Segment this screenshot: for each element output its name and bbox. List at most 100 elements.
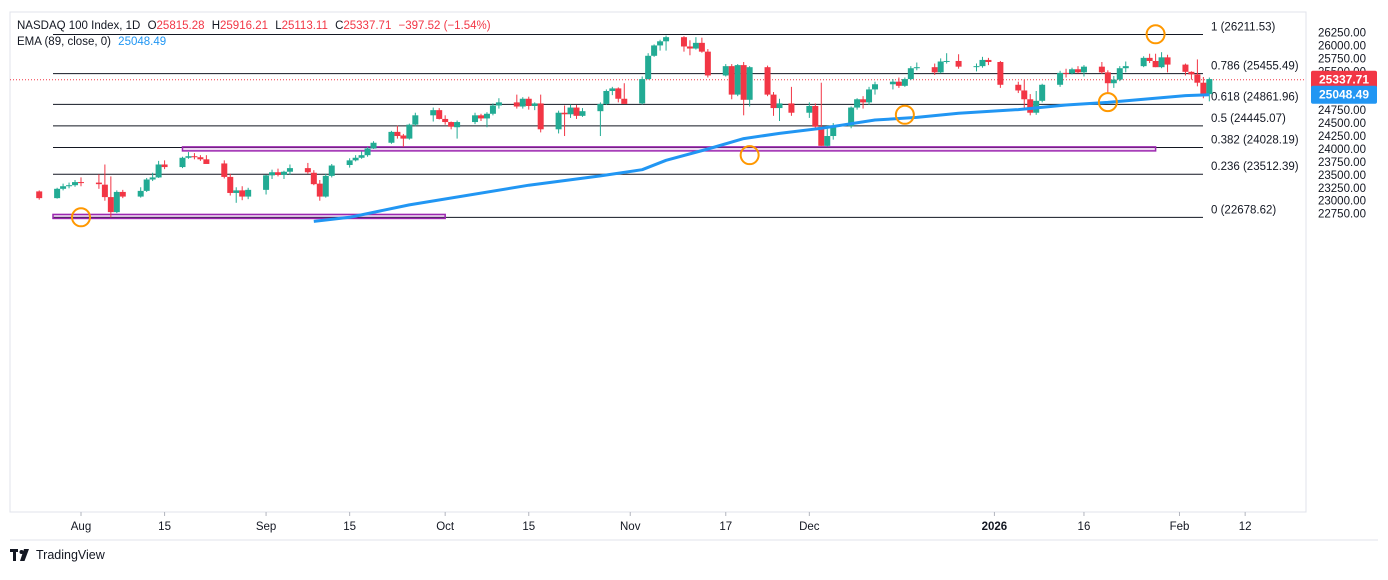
candle-body: [495, 102, 502, 106]
candle-body: [310, 172, 317, 185]
candle-body: [406, 124, 413, 139]
candle-body: [1194, 74, 1201, 83]
y-axis-tick-label: 23750.00: [1318, 157, 1366, 169]
x-axis-tick-label: 2026: [982, 521, 1008, 533]
candle-body: [931, 67, 938, 73]
change-value: −397.52 (−1.54%): [398, 20, 491, 32]
open-value: 25815.28: [156, 20, 205, 32]
candle-body: [1206, 79, 1213, 95]
candle-body: [60, 186, 67, 189]
candle-body: [1110, 79, 1117, 84]
candle-body: [519, 98, 526, 107]
y-axis-tick-label: 24250.00: [1318, 131, 1366, 143]
candle-body: [448, 122, 455, 127]
candle-body: [1146, 57, 1153, 61]
candle-body: [191, 156, 198, 158]
candle-body: [143, 179, 150, 191]
candle-body: [1063, 72, 1070, 74]
candle-body: [346, 160, 353, 166]
candle-body: [830, 126, 837, 137]
close-label: C: [335, 20, 344, 32]
candle-body: [913, 67, 920, 69]
x-axis-tick-label: 15: [158, 521, 171, 533]
candle-body: [812, 105, 819, 127]
ohlc-row: NASDAQ 100 Index, 1D O25815.28 H25916.21…: [17, 18, 495, 34]
highlight-circle: [894, 104, 915, 125]
candle-body: [788, 103, 795, 113]
candle-body: [1074, 69, 1081, 73]
candle-body: [573, 107, 580, 116]
candle-body: [895, 81, 902, 86]
low-value: 25113.11: [281, 20, 328, 32]
candle-body: [316, 183, 323, 197]
chart-legend: NASDAQ 100 Index, 1D O25815.28 H25916.21…: [17, 18, 495, 50]
close-value: 25337.71: [343, 20, 392, 32]
tradingview-logo[interactable]: TradingView: [10, 548, 105, 562]
candle-body: [412, 115, 419, 125]
candle-body: [1182, 64, 1189, 72]
x-axis-tick-label: Feb: [1170, 521, 1190, 533]
ema-row: EMA (89, close, 0) 25048.49: [17, 34, 495, 50]
candle-body: [1122, 66, 1129, 69]
candle-body: [872, 84, 879, 90]
candle-body: [1158, 57, 1165, 68]
candle-body: [364, 148, 371, 156]
candle-body: [657, 41, 664, 46]
x-axis-tick-label: Nov: [620, 521, 641, 533]
candle-body: [531, 103, 538, 106]
candle-body: [746, 67, 753, 100]
candle-body: [72, 182, 79, 186]
candle-body: [477, 115, 484, 119]
candle-body: [275, 172, 282, 175]
candle-body: [692, 42, 699, 49]
last-price-tag-box: [1311, 70, 1377, 89]
candle-body: [352, 157, 359, 161]
candle-body: [943, 60, 950, 62]
candle-body: [197, 157, 204, 160]
candle-body: [973, 66, 980, 68]
candle-body: [95, 182, 102, 185]
candle-body: [1152, 60, 1159, 68]
open-label: O: [147, 20, 157, 32]
candle-body: [1069, 69, 1076, 74]
y-axis-tick-label: 23250.00: [1318, 183, 1366, 195]
candle-body: [603, 90, 610, 104]
x-axis-tick-label: Sep: [256, 521, 276, 533]
candle-body: [269, 172, 276, 176]
candle-body: [567, 107, 574, 115]
candle-body: [370, 142, 377, 149]
candle-body: [1104, 72, 1111, 84]
highlight-circle: [71, 207, 91, 228]
high-label: H: [211, 20, 221, 32]
candle-body: [907, 68, 914, 80]
candle-body: [979, 59, 986, 67]
ema-label: EMA (89, close, 0): [17, 36, 111, 48]
candle-body: [280, 171, 287, 175]
candle-body: [1188, 71, 1195, 75]
symbol-title: NASDAQ 100 Index, 1D: [17, 20, 141, 32]
candle-body: [149, 177, 156, 180]
candle-body: [734, 65, 741, 95]
y-axis-tick-label: 25750.00: [1318, 53, 1366, 65]
fib-level-label: 1 (26211.53): [1211, 21, 1276, 33]
candle-body: [54, 188, 61, 199]
candle-body: [245, 189, 252, 197]
x-axis-tick-label: 17: [719, 521, 732, 533]
candle-body: [740, 65, 747, 100]
x-axis-tick-label: 12: [1239, 521, 1252, 533]
candle-body: [185, 156, 192, 158]
candle-body: [1140, 57, 1147, 67]
last-price-tag-label: 25337.71: [1319, 73, 1369, 87]
ema-line: [313, 93, 1210, 223]
candle-body: [579, 111, 586, 116]
candle-body: [400, 135, 407, 139]
candle-body: [537, 103, 544, 130]
candle-body: [454, 122, 461, 128]
candle-body: [119, 191, 126, 197]
candle-body: [113, 191, 120, 213]
candle-body: [388, 131, 395, 143]
candle-body: [609, 88, 616, 91]
candle-body: [651, 45, 658, 56]
